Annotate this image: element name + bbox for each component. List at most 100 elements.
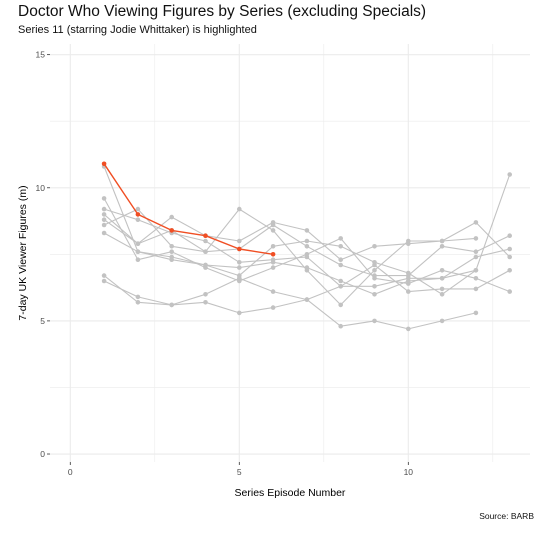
data-point [270, 289, 276, 294]
highlighted-data-point [270, 252, 276, 257]
data-point [372, 260, 377, 265]
data-point [270, 220, 276, 225]
data-point [439, 318, 445, 324]
y-axis-title: 7-day UK Viewer Figures (m) [17, 185, 29, 320]
data-point [101, 273, 107, 278]
highlighted-data-point [237, 246, 242, 252]
data-point [473, 268, 479, 273]
data-point [439, 292, 445, 297]
data-point [406, 270, 411, 276]
data-point [237, 276, 242, 281]
data-point [237, 260, 242, 265]
y-tick-label: 5 [40, 316, 45, 326]
data-point [101, 230, 107, 236]
highlighted-data-point [169, 228, 174, 233]
x-tick-label: 10 [404, 467, 414, 477]
series-line [103, 216, 476, 261]
data-point [237, 265, 242, 270]
data-point [406, 289, 411, 294]
data-point [304, 268, 310, 273]
data-point [304, 238, 310, 244]
data-point [439, 268, 445, 273]
major-gridlines [50, 44, 530, 462]
chart-subtitle: Series 11 (starring Jodie Whittaker) is … [18, 24, 257, 36]
highlighted-series-line [103, 163, 274, 255]
highlighted-series [101, 161, 276, 257]
data-point [237, 206, 242, 212]
chart-title: Doctor Who Viewing Figures by Series (ex… [18, 3, 427, 20]
series-line [103, 275, 477, 330]
highlighted-data-point [101, 161, 107, 167]
data-point [338, 262, 344, 268]
x-tick-label: 5 [237, 467, 242, 477]
data-point [338, 284, 344, 289]
data-point [270, 265, 276, 270]
data-point [406, 326, 411, 332]
data-point [507, 254, 512, 260]
data-point [507, 268, 512, 273]
data-point [270, 305, 276, 310]
data-point [473, 220, 479, 225]
data-point [101, 217, 107, 222]
data-point [304, 297, 310, 302]
data-point [439, 276, 445, 281]
data-point [237, 310, 242, 316]
y-tick-label: 10 [36, 183, 46, 193]
data-point [304, 244, 310, 249]
data-point [101, 206, 107, 212]
data-point [473, 286, 479, 292]
highlighted-data-point [135, 212, 141, 217]
data-point [372, 292, 377, 297]
data-point [338, 278, 344, 284]
data-point [304, 228, 310, 233]
data-point [372, 268, 377, 273]
data-point [203, 238, 208, 244]
series-lines [101, 164, 512, 332]
data-point [507, 233, 512, 238]
data-point [473, 276, 479, 281]
data-point [135, 217, 141, 222]
series-line [103, 208, 510, 293]
data-point [406, 276, 411, 281]
x-tick-label: 0 [68, 467, 73, 477]
data-point [270, 257, 276, 263]
data-point [169, 244, 174, 249]
data-point [169, 254, 174, 260]
data-point [507, 246, 512, 252]
data-point [270, 244, 276, 249]
data-point [439, 286, 445, 292]
data-point [507, 172, 512, 177]
data-point [101, 212, 107, 217]
data-point [338, 302, 344, 308]
series-line [103, 269, 477, 306]
data-point [203, 249, 208, 254]
data-point [304, 254, 310, 260]
data-point [135, 241, 141, 246]
data-point [372, 284, 377, 289]
data-point [270, 228, 276, 233]
x-axis-title: Series Episode Number [235, 487, 346, 499]
data-point [473, 236, 479, 241]
data-point [473, 310, 479, 316]
data-point [338, 323, 344, 329]
data-point [135, 206, 141, 212]
data-point [169, 249, 174, 254]
data-point [203, 262, 208, 268]
data-point [237, 238, 242, 244]
data-point [135, 257, 141, 263]
axis-ticks: 0 5 10 0 5 10 15 [36, 50, 414, 477]
data-point [473, 254, 479, 260]
data-point [372, 273, 377, 278]
data-point [372, 244, 377, 249]
data-point [406, 281, 411, 286]
data-point [101, 196, 107, 201]
highlighted-data-point [203, 233, 208, 238]
y-tick-label: 15 [36, 50, 46, 60]
data-point [507, 289, 512, 294]
source-caption: Source: BARB [479, 511, 534, 521]
y-tick-label: 0 [40, 449, 45, 459]
data-point [439, 238, 445, 244]
data-point [101, 222, 107, 228]
data-point [203, 300, 208, 305]
